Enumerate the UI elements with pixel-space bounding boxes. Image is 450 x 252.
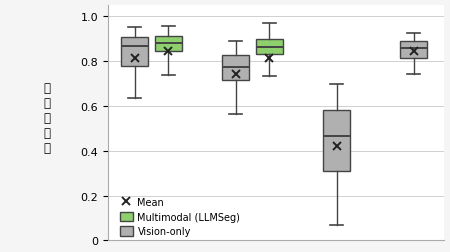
PathPatch shape xyxy=(323,111,350,171)
PathPatch shape xyxy=(400,41,427,59)
PathPatch shape xyxy=(222,56,249,80)
Y-axis label: 정
확
도
점
수: 정 확 도 점 수 xyxy=(44,82,51,155)
PathPatch shape xyxy=(122,38,148,67)
PathPatch shape xyxy=(256,40,283,55)
Legend: Mean, Multimodal (LLMSeg), Vision-only: Mean, Multimodal (LLMSeg), Vision-only xyxy=(116,193,244,240)
PathPatch shape xyxy=(155,37,182,51)
